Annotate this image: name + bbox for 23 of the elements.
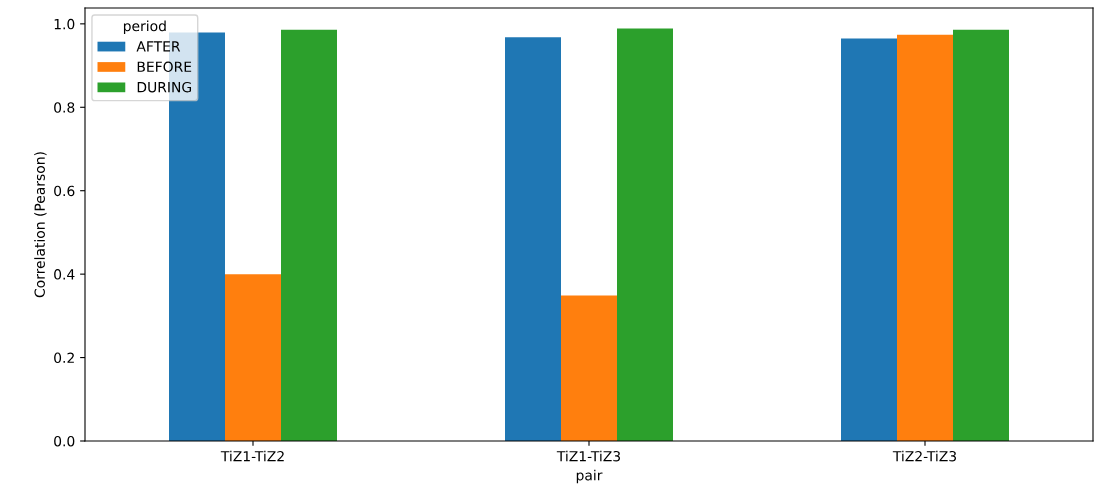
bar (617, 28, 673, 441)
x-tick-label: TiZ2-TiZ3 (892, 450, 957, 462)
y-tick-label: 0.6 (54, 185, 75, 197)
y-axis-title: Correlation (Pearson) (34, 152, 47, 298)
bar (561, 295, 617, 441)
y-tick-label: 0.4 (54, 269, 75, 280)
bar (505, 37, 561, 441)
y-tick-label: 0.2 (54, 352, 74, 364)
y-tick-label: 0.0 (54, 435, 75, 447)
bar (897, 34, 953, 441)
bar (225, 274, 281, 441)
x-axis-title: pair (576, 469, 603, 484)
bar (841, 38, 897, 441)
y-tick-label: 0.8 (54, 102, 75, 113)
x-tick-label: TiZ1-TiZ2 (220, 450, 284, 462)
legend-label: AFTER (136, 41, 181, 52)
x-tick-label: TiZ1-TiZ3 (556, 450, 621, 462)
y-tick-label: 1.0 (54, 18, 75, 30)
legend-label: DURING (137, 81, 192, 93)
legend-label: BEFORE (137, 61, 192, 73)
legend-title: period (123, 20, 166, 34)
bar (953, 29, 1009, 441)
bar (281, 29, 337, 441)
